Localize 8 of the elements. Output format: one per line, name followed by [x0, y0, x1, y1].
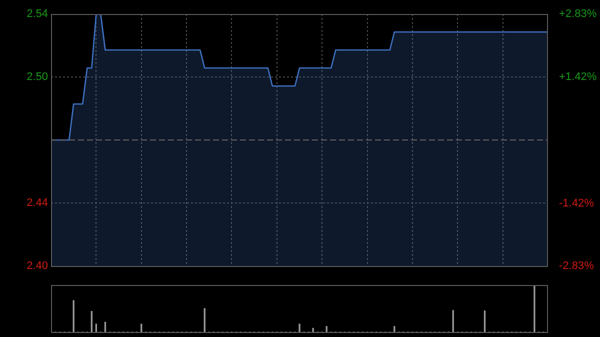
y2-tick-label: -2.83% [559, 260, 594, 272]
y2-tick-label: +2.83% [559, 8, 597, 20]
y-tick-label: 2.40 [26, 260, 48, 272]
y-tick-label: 2.44 [26, 197, 48, 210]
y-tick-label: 2.54 [26, 8, 48, 20]
y2-tick-label: -1.42% [559, 197, 594, 210]
y-tick-label: 2.50 [26, 71, 48, 84]
y2-tick-label: +1.42% [559, 70, 597, 83]
